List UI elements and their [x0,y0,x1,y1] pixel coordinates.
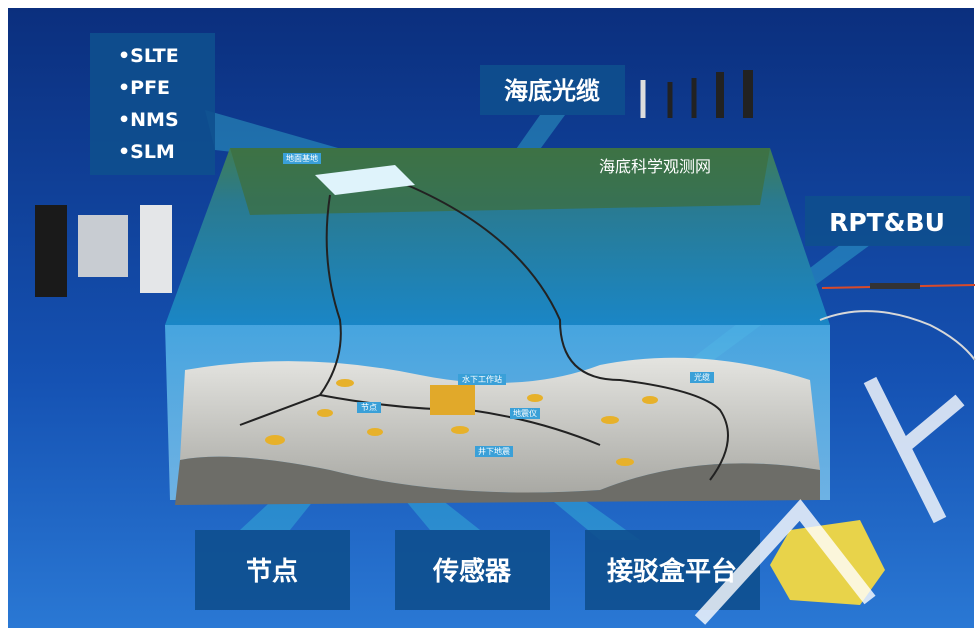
repeater-label: RPT&BU [829,208,945,237]
equipment-item: •SLTE [118,45,179,67]
underwater-station [430,385,475,415]
bottom-label: 节点 [246,556,298,587]
network-label: 海底科学观测网 [599,157,711,176]
scene-label: 地面基地 [286,153,318,163]
bottom-label: 传感器 [432,557,512,587]
node-disks [265,379,658,466]
scene-label: 节点 [361,403,377,412]
seafloor-front [175,456,820,505]
junction-box [585,530,760,610]
scene-label: 光缆 [694,372,710,382]
repeater-samples [819,283,976,361]
scene-label: 地震仪 [513,408,537,418]
equipment-item: •PFE [118,77,170,99]
equipment-box [90,33,215,175]
sensor-box [395,530,550,610]
cable-label: 海底光缆 [504,77,600,105]
equipment-item: •SLM [118,141,175,163]
cable-box [480,65,625,115]
node-box [195,530,350,610]
repeater-box [805,196,970,246]
scene-label: 水下工作站 [462,374,502,384]
watermark [694,376,965,625]
equipment-racks [35,205,172,297]
land-base [315,165,415,195]
coastline [230,148,770,215]
bottom-label: 接驳盒平台 [607,556,737,587]
scene-labels: 地面基地 水下工作站 节点 地震仪 光缆 井下地震 [283,153,714,457]
seafloor [180,357,820,493]
cable-samples [640,70,753,118]
scene-label: 井下地震 [478,446,510,456]
equipment-item: •NMS [118,109,179,131]
